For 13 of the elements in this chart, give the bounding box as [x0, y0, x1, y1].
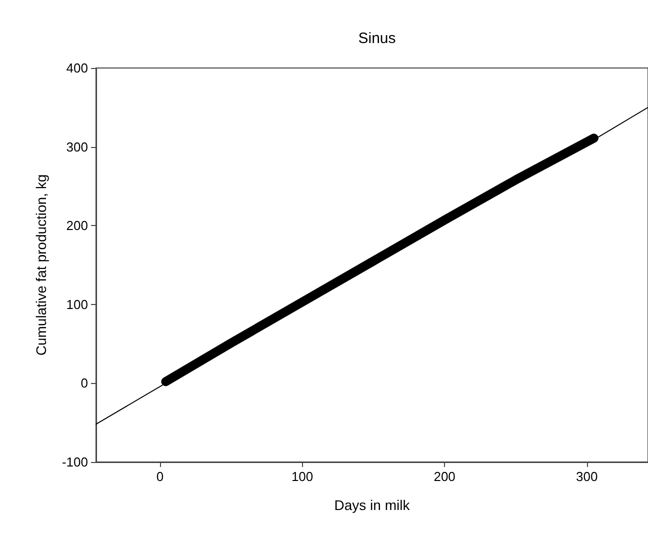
x-tick-label: 0: [156, 469, 164, 484]
x-tick-label: 200: [434, 469, 456, 484]
x-axis-title: Days in milk: [334, 497, 411, 513]
y-tick-label: 400: [66, 60, 88, 76]
y-tick-label: 0: [80, 376, 88, 391]
y-tick-label: -100: [62, 454, 88, 470]
chart-title: Sinus: [358, 30, 396, 47]
x-tick-label: 300: [576, 469, 598, 484]
y-axis-title: Cumulative fat production, kg: [33, 174, 49, 356]
y-tick-label: 300: [66, 139, 88, 154]
y-tick-label: 100: [66, 296, 88, 312]
x-tick-label: 100: [291, 469, 314, 484]
y-tick-label: 200: [66, 218, 88, 234]
